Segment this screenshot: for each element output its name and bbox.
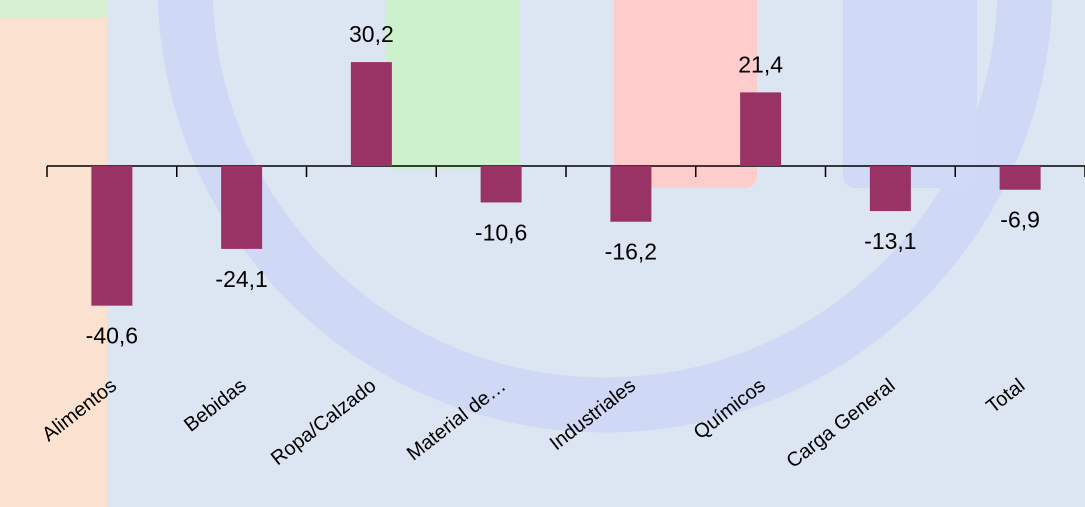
background-panel-green [385, 0, 520, 170]
data-label: -10,6 [475, 219, 527, 245]
bar [350, 62, 392, 166]
category-label: Carga General [783, 375, 900, 473]
data-label: 21,4 [738, 51, 783, 77]
category-label: Ropa/Calzado [267, 375, 380, 470]
data-label: -13,1 [864, 228, 916, 254]
bar [480, 166, 522, 203]
bar [91, 166, 133, 306]
background-panel-peach [0, 0, 107, 507]
bar [999, 166, 1041, 190]
bar [610, 166, 652, 222]
data-label: -16,2 [605, 239, 657, 265]
value-labels: -40,6 -24,1 30,2 -10,6 -16,2 21,4 -13,1 -6,9 [86, 21, 1040, 349]
background-ring [157, 0, 1053, 433]
bar [869, 166, 911, 212]
data-label: 30,2 [349, 21, 394, 47]
background-decoration [0, 0, 1053, 507]
x-axis [46, 165, 1085, 177]
background-panel-pink [614, 0, 757, 188]
category-label: Total [982, 375, 1029, 418]
category-label: Bebidas [180, 375, 251, 437]
bars [91, 62, 1041, 306]
data-label: -40,6 [86, 323, 138, 349]
background-panel-lavender [843, 0, 977, 188]
bar [221, 166, 263, 249]
bar [740, 92, 782, 166]
data-label: -24,1 [215, 266, 267, 292]
background-panel-top-green [0, 0, 107, 18]
data-label: -6,9 [1000, 207, 1040, 233]
